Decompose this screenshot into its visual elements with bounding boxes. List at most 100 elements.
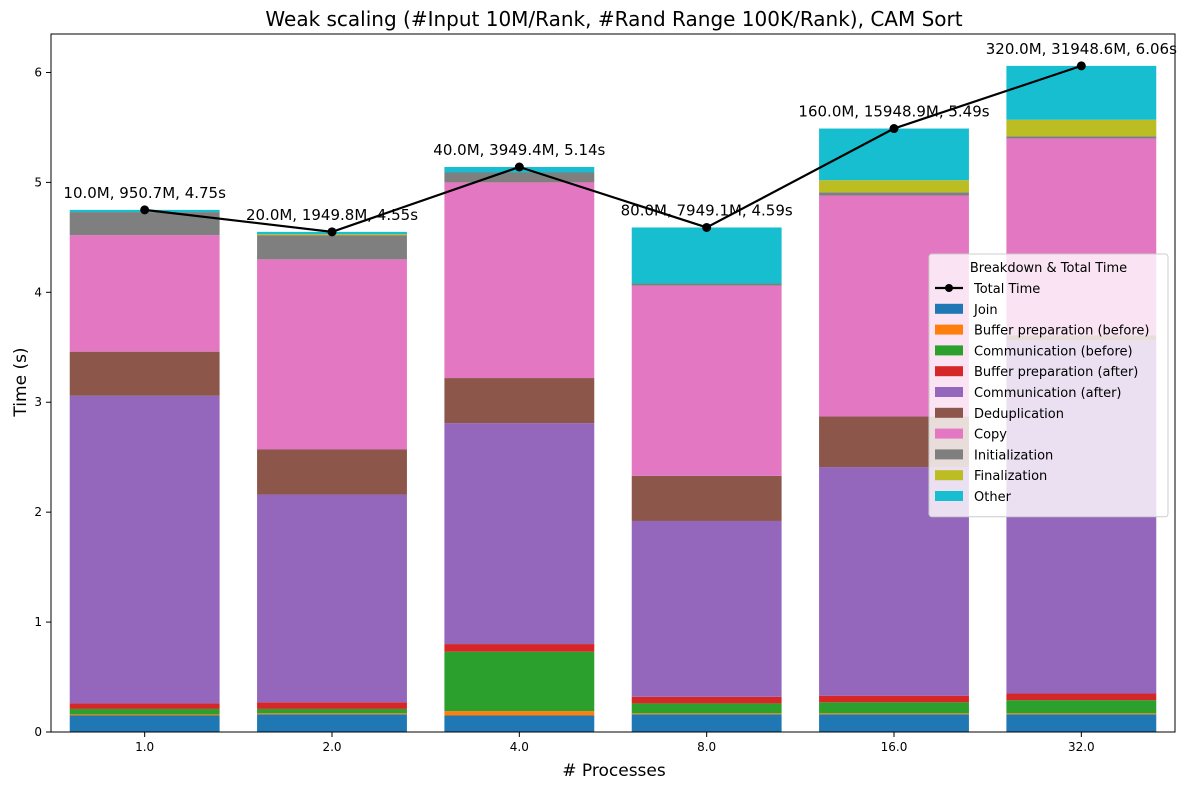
bar-segment-3-2 — [444, 644, 595, 652]
chart-title: Weak scaling (#Input 10M/Rank, #Rand Ran… — [265, 7, 962, 31]
total-time-annotation-5: 320.0M, 31948.6M, 6.06s — [986, 40, 1177, 58]
y-tick-label-6: 6 — [34, 65, 42, 79]
bar-segment-2-4 — [819, 702, 969, 714]
legend-box — [928, 253, 1169, 518]
total-time-annotation-4: 160.0M, 15948.9M, 5.49s — [798, 103, 989, 121]
x-tick-label-1: 2.0 — [322, 740, 341, 754]
total-time-annotation-0: 10.0M, 950.7M, 4.75s — [63, 184, 226, 202]
legend-swatch-6 — [935, 428, 963, 439]
bar-segment-2-3 — [631, 703, 782, 714]
bar-segment-8-5 — [1006, 119, 1157, 137]
legend-swatch-1 — [935, 324, 963, 335]
bar-segment-0-0 — [69, 715, 220, 732]
bar-segment-4-0 — [69, 395, 220, 704]
bar-segment-1-4 — [819, 713, 969, 715]
plot-frame — [50, 33, 1176, 733]
bar-segment-0-5 — [1006, 714, 1157, 732]
legend-label-total-time: Total Time — [973, 282, 1040, 297]
total-time-annotation-1: 20.0M, 1949.8M, 4.55s — [246, 206, 418, 224]
x-tick-label-2: 4.0 — [510, 740, 529, 754]
bar-segment-0-1 — [257, 714, 407, 732]
x-tick-label-0: 1.0 — [135, 740, 154, 754]
bar-segment-5-1 — [257, 449, 407, 495]
bar-segment-3-3 — [631, 696, 782, 704]
total-time-annotation-2: 40.0M, 3949.4M, 5.14s — [433, 141, 605, 159]
total-time-point-5 — [1076, 61, 1086, 71]
legend-swatch-5 — [935, 407, 963, 418]
legend-label-2: Communication (before) — [974, 344, 1133, 359]
bar-segment-7-1 — [257, 235, 407, 260]
legend-swatch-9 — [935, 491, 963, 501]
x-tick-label-5: 32.0 — [1068, 740, 1095, 754]
bar-segment-2-1 — [257, 708, 407, 714]
total-time-line-layer: 10.0M, 950.7M, 4.75s 20.0M, 1949.8M, 4.55… — [63, 40, 1177, 237]
bar-segment-6-1 — [257, 259, 407, 450]
x-axis-label: # Processes — [562, 761, 666, 781]
axes-layer: 0 1 2 3 4 5 6 1.0 2.0 4.0 8.0 16.0 32.0 — [34, 33, 1176, 754]
x-tick-label-3: 8.0 — [697, 740, 716, 754]
y-tick-label-1: 1 — [34, 615, 42, 629]
bar-segment-2-0 — [69, 708, 220, 715]
total-time-point-0 — [140, 205, 150, 215]
bar-segment-0-2 — [444, 715, 595, 732]
bar-segment-2-2 — [444, 651, 595, 712]
legend-marker-total-time — [945, 284, 953, 292]
total-time-line — [144, 64, 1082, 233]
legend-swatch-3 — [935, 366, 963, 377]
y-tick-label-0: 0 — [34, 725, 42, 739]
bar-segment-1-3 — [631, 713, 782, 715]
bar-segment-5-2 — [444, 378, 595, 424]
bar-segment-7-2 — [444, 172, 595, 183]
legend-label-3: Buffer preparation (after) — [974, 365, 1138, 380]
legend-label-1: Buffer preparation (before) — [974, 324, 1149, 339]
total-time-point-4 — [889, 124, 899, 134]
bar-segment-7-4 — [819, 192, 969, 196]
bar-segment-6-0 — [69, 235, 220, 352]
total-time-point-2 — [514, 162, 524, 172]
bar-segment-0-4 — [819, 714, 969, 732]
legend-label-4: Communication (after) — [974, 386, 1122, 401]
legend-label-0: Join — [973, 303, 998, 318]
bar-segment-3-1 — [257, 702, 407, 709]
legend-label-7: Initialization — [974, 448, 1053, 463]
bar-segment-1-5 — [1006, 713, 1157, 715]
bar-segment-0-3 — [631, 714, 782, 732]
legend-swatch-8 — [935, 470, 963, 481]
bar-segment-9-5 — [1006, 65, 1157, 120]
legend-label-5: Deduplication — [974, 407, 1064, 422]
bar-segment-9-4 — [819, 128, 969, 181]
y-tick-label-4: 4 — [34, 285, 42, 299]
bar-segment-3-0 — [69, 703, 220, 709]
bar-segment-1-1 — [257, 713, 407, 715]
bar-segment-1-0 — [69, 714, 220, 716]
bar-segment-4-3 — [631, 520, 782, 697]
legend-swatch-4 — [935, 387, 963, 397]
legend-label-8: Finalization — [974, 469, 1047, 484]
bar-segment-5-0 — [69, 351, 220, 396]
legend-label-9: Other — [974, 490, 1012, 505]
bar-segment-3-5 — [1006, 693, 1157, 701]
bar-segment-8-4 — [819, 180, 969, 193]
bar-segment-7-3 — [631, 283, 782, 286]
y-tick-label-5: 5 — [34, 175, 42, 189]
y-tick-label-2: 2 — [34, 505, 42, 519]
bar-segment-4-2 — [444, 423, 595, 645]
bar-segment-6-2 — [444, 182, 595, 379]
legend-swatch-7 — [935, 449, 963, 460]
x-tick-label-4: 16.0 — [881, 740, 908, 754]
total-time-point-1 — [327, 227, 337, 237]
bar-segment-5-3 — [631, 475, 782, 521]
bar-segment-4-1 — [257, 494, 407, 703]
bar-segment-3-4 — [819, 695, 969, 703]
bar-segment-6-3 — [631, 285, 782, 476]
total-time-point-3 — [702, 222, 712, 232]
bar-segment-9-3 — [631, 227, 782, 284]
y-axis-label: Time (s) — [11, 347, 31, 417]
legend-swatch-0 — [935, 303, 963, 314]
bar-segment-7-5 — [1006, 136, 1157, 139]
bar-segment-2-5 — [1006, 700, 1157, 714]
bar-segment-1-2 — [444, 711, 595, 716]
total-time-annotation-3: 80.0M, 7949.1M, 4.59s — [621, 201, 793, 219]
legend-swatch-2 — [935, 345, 963, 356]
